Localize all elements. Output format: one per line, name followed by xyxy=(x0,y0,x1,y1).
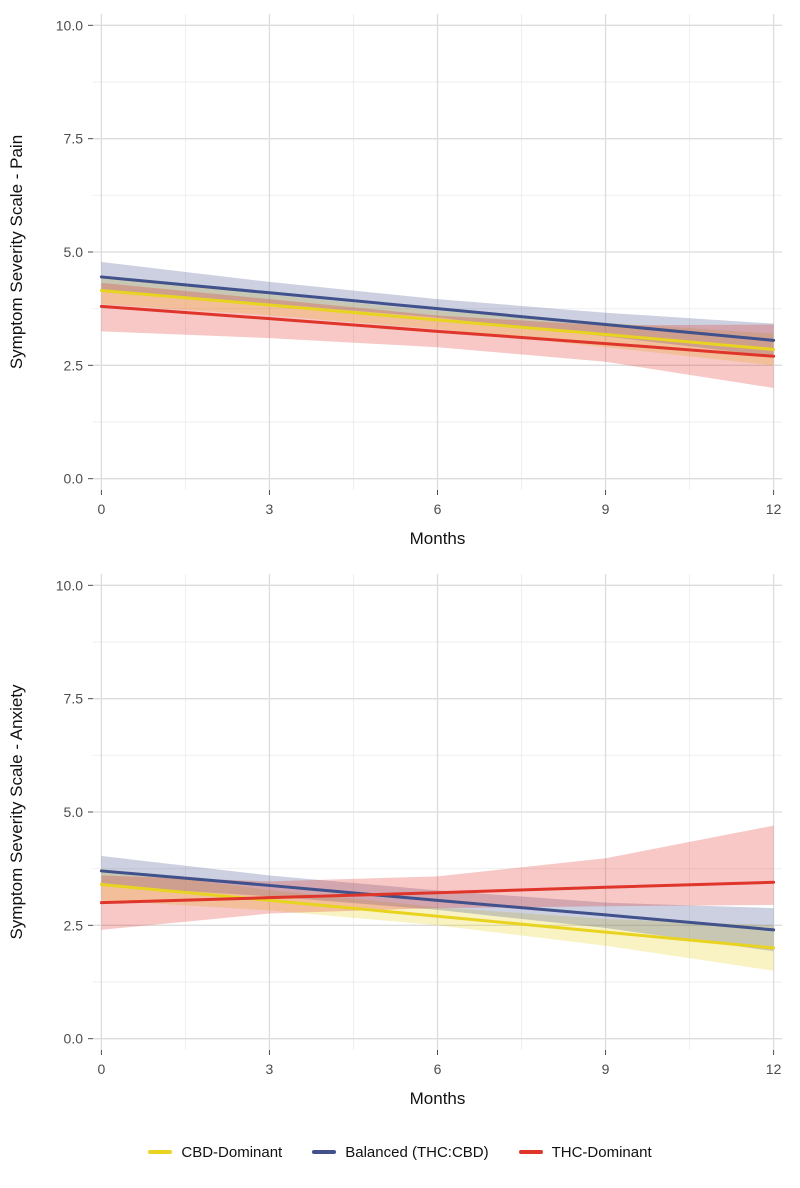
pain-chart-svg: 0.0 2.5 5.0 7.5 10.0 0 3 6 9 12 Months Symptom Seve… xyxy=(7,14,782,548)
y-tick-label: 10.0 xyxy=(56,17,83,33)
trend-line-thc-dominant xyxy=(99,880,776,905)
trend-line-thc-dominant xyxy=(99,304,776,358)
x-tick-label: 9 xyxy=(602,1061,610,1077)
y-tick-label: 2.5 xyxy=(64,917,84,933)
legend-key-line-balanced-thc-cbd xyxy=(312,1150,337,1154)
y-tick-label: 7.5 xyxy=(64,691,84,707)
y-tick-label: 0.0 xyxy=(64,471,84,487)
x-tick-label: 3 xyxy=(266,1061,274,1077)
anxiety-chart-svg: 0.0 2.5 5.0 7.5 10.0 0 3 6 9 12 Months Symptom Seve… xyxy=(7,574,782,1108)
legend-label: THC-Dominant xyxy=(551,1143,652,1161)
x-tick-label: 3 xyxy=(266,501,274,517)
legend-item-cbd-dominant: CBD-Dominant xyxy=(148,1144,282,1161)
trend-line-cbd-dominant xyxy=(99,883,776,950)
ci-band-thc-dominant xyxy=(101,825,774,930)
x-tick-label: 0 xyxy=(98,1061,106,1077)
trend-line-balanced-thc-cbd xyxy=(99,869,776,932)
legend-label: Balanced (THC:CBD) xyxy=(345,1143,489,1161)
ci-band-cbd-dominant xyxy=(101,868,774,971)
chart-anxiety: 0.0 2.5 5.0 7.5 10.0 0 3 6 9 12 Months Symptom Seve… xyxy=(0,560,800,1120)
y-tick-label: 5.0 xyxy=(64,804,84,820)
legend: CBD-Dominant Balanced (THC:CBD) THC-Domina… xyxy=(0,1120,800,1184)
legend-item-thc-dominant: THC-Dominant xyxy=(518,1143,652,1161)
x-tick-label: 9 xyxy=(602,501,610,517)
legend-key-line-thc-dominant xyxy=(518,1150,543,1154)
y-axis-title: Symptom Severity Scale - Pain xyxy=(7,135,26,369)
legend-label: CBD-Dominant xyxy=(181,1143,283,1161)
x-tick-label: 12 xyxy=(766,501,782,517)
y-tick-label: 0.0 xyxy=(64,1031,84,1047)
ci-band-balanced-thc-cbd xyxy=(101,855,774,952)
y-axis-title: Symptom Severity Scale - Anxiety xyxy=(7,684,26,940)
chart-pain: 0.0 2.5 5.0 7.5 10.0 0 3 6 9 12 Months Symptom Seve… xyxy=(0,0,800,560)
y-tick-label: 7.5 xyxy=(64,131,84,147)
trend-line-balanced-thc-cbd xyxy=(99,275,776,342)
y-tick-label: 5.0 xyxy=(64,244,84,260)
trend-line-cbd-dominant xyxy=(99,289,776,351)
legend-item-balanced-thc-cbd: Balanced (THC:CBD) xyxy=(312,1143,489,1161)
legend-key-line-cbd-dominant xyxy=(148,1150,173,1154)
x-tick-label: 6 xyxy=(434,501,442,517)
y-tick-label: 2.5 xyxy=(64,357,84,373)
x-axis-title: Months xyxy=(410,1089,466,1108)
x-tick-label: 0 xyxy=(98,501,106,517)
ci-band-thc-dominant xyxy=(101,282,774,388)
x-tick-label: 12 xyxy=(766,1061,782,1077)
x-tick-label: 6 xyxy=(434,1061,442,1077)
y-tick-label: 10.0 xyxy=(56,577,83,593)
x-axis-title: Months xyxy=(410,529,466,548)
